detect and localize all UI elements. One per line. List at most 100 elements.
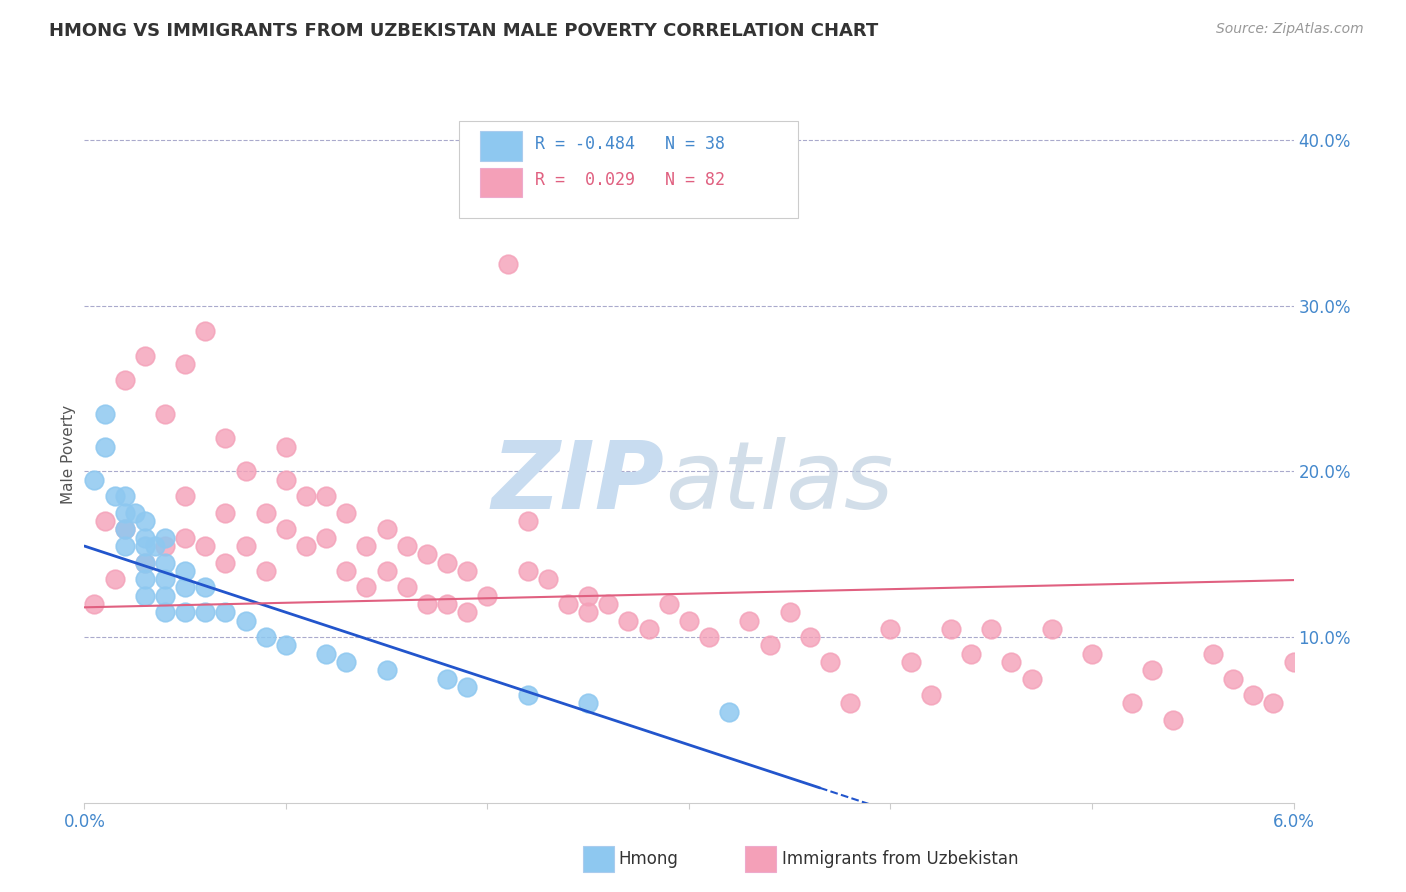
Y-axis label: Male Poverty: Male Poverty xyxy=(60,405,76,505)
Point xyxy=(174,581,197,595)
Point xyxy=(153,539,176,553)
Point xyxy=(335,506,357,520)
Point xyxy=(134,589,156,603)
Point xyxy=(174,357,197,371)
Point xyxy=(516,564,538,578)
Point xyxy=(114,539,136,553)
Text: Source: ZipAtlas.com: Source: ZipAtlas.com xyxy=(1216,22,1364,37)
Point xyxy=(104,572,127,586)
Point xyxy=(1222,672,1244,686)
Point xyxy=(114,506,136,520)
Point xyxy=(153,589,176,603)
Point xyxy=(537,572,560,586)
Point xyxy=(114,523,136,537)
Point xyxy=(678,614,700,628)
Point xyxy=(153,556,176,570)
Point xyxy=(134,572,156,586)
Point xyxy=(104,489,127,503)
Point xyxy=(1142,663,1164,677)
Text: R =  0.029   N = 82: R = 0.029 N = 82 xyxy=(536,171,725,189)
Point xyxy=(315,489,337,503)
Point xyxy=(436,556,458,570)
Point xyxy=(980,622,1002,636)
Point xyxy=(194,581,217,595)
Point xyxy=(375,663,398,677)
Point xyxy=(134,539,156,553)
Text: R = -0.484   N = 38: R = -0.484 N = 38 xyxy=(536,135,725,153)
Point xyxy=(477,589,499,603)
Point xyxy=(315,531,337,545)
Point xyxy=(153,407,176,421)
Point xyxy=(637,622,659,636)
Point xyxy=(576,589,599,603)
Point xyxy=(134,349,156,363)
Point xyxy=(779,605,801,619)
Point xyxy=(598,597,620,611)
Point xyxy=(235,614,257,628)
Point xyxy=(274,523,297,537)
Point xyxy=(295,539,318,553)
Point xyxy=(1121,697,1143,711)
Point xyxy=(1021,672,1043,686)
Point xyxy=(93,514,115,528)
Point xyxy=(153,531,176,545)
Point xyxy=(335,655,357,669)
Point xyxy=(576,697,599,711)
Point xyxy=(356,539,378,553)
Point xyxy=(274,440,297,454)
Point xyxy=(456,564,478,578)
Point xyxy=(235,465,257,479)
Point xyxy=(1081,647,1104,661)
Point xyxy=(516,514,538,528)
Point xyxy=(134,514,156,528)
Point xyxy=(134,531,156,545)
Point xyxy=(436,672,458,686)
Point xyxy=(900,655,922,669)
Point xyxy=(114,489,136,503)
Point xyxy=(295,489,318,503)
Point xyxy=(1263,697,1285,711)
Text: Hmong: Hmong xyxy=(619,850,679,868)
Point xyxy=(1000,655,1022,669)
Point xyxy=(134,556,156,570)
Point xyxy=(235,539,257,553)
Point xyxy=(718,705,741,719)
Point xyxy=(194,605,217,619)
Point xyxy=(920,688,942,702)
Text: ZIP: ZIP xyxy=(492,437,665,529)
Point xyxy=(174,489,197,503)
Point xyxy=(1241,688,1264,702)
Point xyxy=(254,506,277,520)
Point xyxy=(153,572,176,586)
Point xyxy=(879,622,901,636)
Point xyxy=(818,655,841,669)
FancyBboxPatch shape xyxy=(460,121,797,219)
Point xyxy=(124,506,146,520)
Point xyxy=(134,556,156,570)
Point xyxy=(960,647,983,661)
Point xyxy=(315,647,337,661)
Text: atlas: atlas xyxy=(665,437,893,528)
Point xyxy=(356,581,378,595)
Point xyxy=(416,597,439,611)
Point xyxy=(1202,647,1225,661)
Point xyxy=(93,440,115,454)
Point xyxy=(274,639,297,653)
Point xyxy=(274,473,297,487)
Point xyxy=(799,630,821,644)
Point xyxy=(153,605,176,619)
Point xyxy=(194,324,217,338)
Point xyxy=(456,680,478,694)
Point xyxy=(254,564,277,578)
Point xyxy=(214,506,236,520)
Point xyxy=(93,407,115,421)
Point xyxy=(738,614,761,628)
Point xyxy=(758,639,780,653)
Point xyxy=(254,630,277,644)
Point xyxy=(114,373,136,387)
Point xyxy=(395,581,418,595)
Text: HMONG VS IMMIGRANTS FROM UZBEKISTAN MALE POVERTY CORRELATION CHART: HMONG VS IMMIGRANTS FROM UZBEKISTAN MALE… xyxy=(49,22,879,40)
Point xyxy=(1282,655,1305,669)
Point xyxy=(839,697,862,711)
Point xyxy=(83,473,105,487)
